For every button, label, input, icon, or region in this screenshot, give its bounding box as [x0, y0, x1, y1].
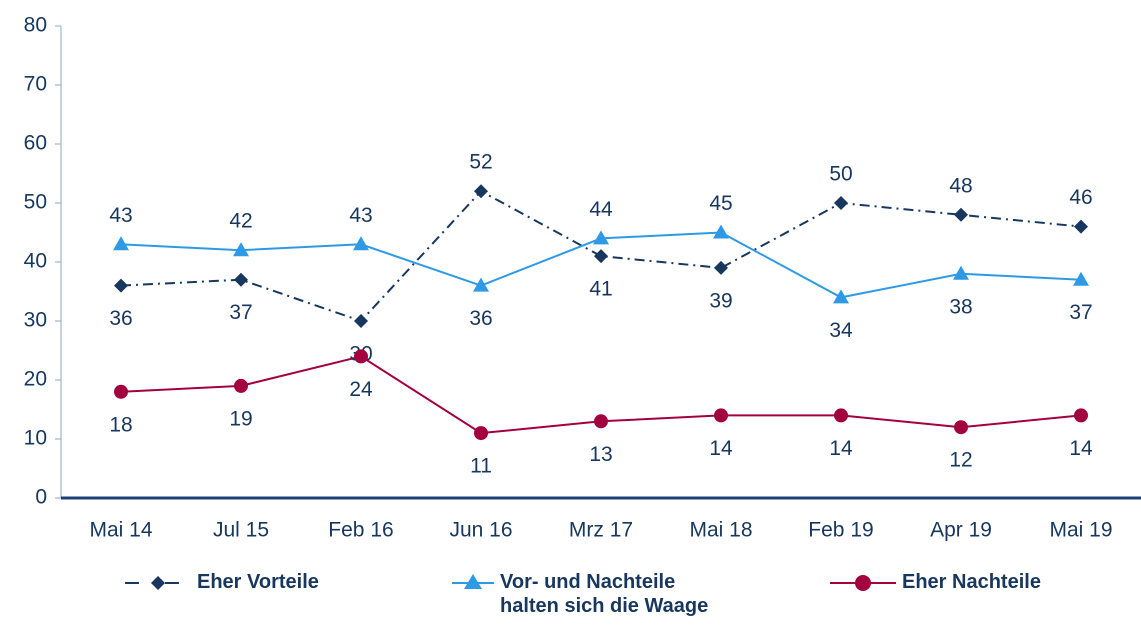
data-label: 24 [349, 378, 373, 401]
marker [234, 272, 248, 287]
marker [114, 384, 128, 399]
marker [474, 184, 488, 199]
y-tick-label: 0 [35, 486, 47, 509]
data-label: 44 [589, 198, 613, 221]
legend-marker [464, 574, 482, 589]
marker [593, 230, 609, 245]
data-label: 36 [469, 307, 492, 330]
legend-item: Eher Nachteile [830, 570, 1130, 594]
data-label: 50 [829, 163, 852, 186]
data-label: 37 [1069, 301, 1092, 324]
marker [594, 249, 608, 264]
data-label: 48 [949, 174, 972, 197]
data-label: 14 [1069, 437, 1093, 460]
marker [834, 408, 848, 423]
y-tick-label: 80 [24, 14, 47, 37]
x-tick-label: Mrz 17 [569, 519, 633, 542]
x-tick-label: Feb 19 [808, 519, 873, 542]
legend-item: Eher Vorteile [125, 570, 425, 594]
marker [354, 314, 368, 328]
data-label: 13 [589, 443, 612, 466]
legend-marker [855, 575, 871, 591]
marker [1073, 271, 1089, 286]
marker [1074, 219, 1088, 234]
marker [953, 265, 969, 280]
marker [834, 196, 848, 210]
marker [1074, 408, 1088, 423]
data-label: 41 [589, 278, 612, 301]
marker [473, 277, 489, 292]
data-label: 11 [470, 455, 492, 478]
y-tick-label: 70 [24, 73, 47, 96]
legend-symbol [452, 574, 494, 589]
data-label: 36 [109, 307, 132, 330]
chart: 0 10 20 30 40 50 60 70 80 Mai 14 Jul 15 Feb 16 Jun 1… [24, 14, 1141, 542]
marker [233, 242, 249, 257]
legend-label: Vor- und Nachteile halten sich die Waage [500, 571, 709, 617]
data-label: 52 [469, 151, 492, 174]
data-label: 14 [709, 437, 733, 460]
x-tick-label: Mai 19 [1049, 519, 1112, 542]
data-label: 19 [229, 407, 252, 430]
marker [954, 420, 968, 435]
legend-symbol [125, 576, 191, 590]
y-tick-label: 20 [24, 368, 47, 391]
data-label: 45 [709, 192, 732, 215]
marker [474, 426, 488, 441]
data-label: 39 [709, 289, 732, 312]
marker [714, 408, 728, 423]
x-tick-label: Mai 18 [689, 519, 752, 542]
x-tick-label: Jun 16 [449, 519, 512, 542]
data-label: 12 [949, 449, 972, 472]
data-label: 46 [1069, 186, 1092, 209]
data-label: 34 [829, 319, 853, 342]
legend-label: Eher Nachteile [902, 571, 1041, 593]
y-tick-label: 40 [24, 250, 47, 273]
data-label: 42 [229, 210, 252, 233]
data-label: 14 [829, 437, 853, 460]
x-tick-label: Mai 14 [89, 519, 152, 542]
marker [234, 378, 248, 393]
series-line [120, 189, 1082, 323]
marker [113, 236, 129, 251]
y-tick-label: 30 [24, 309, 47, 332]
y-tick-label: 60 [24, 132, 47, 155]
legend-label: Eher Vorteile [197, 571, 319, 593]
marker [594, 414, 608, 429]
x-tick-label: Feb 16 [328, 519, 393, 542]
data-label: 38 [949, 295, 972, 318]
y-tick-label: 10 [24, 427, 47, 450]
marker [714, 260, 728, 275]
data-label: 18 [109, 413, 132, 436]
x-tick-label: Jul 15 [213, 519, 269, 542]
legend-marker [151, 576, 165, 590]
marker [353, 236, 369, 251]
marker [114, 278, 128, 293]
marker [713, 224, 729, 239]
marker [954, 207, 968, 222]
data-label: 43 [349, 204, 372, 227]
legend-symbol [830, 575, 896, 591]
marker [354, 349, 368, 364]
marker [833, 289, 849, 304]
legend-item: Vor- und Nachteile halten sich die Waage [452, 570, 732, 618]
data-label: 37 [229, 301, 252, 324]
x-tick-label: Apr 19 [930, 519, 992, 542]
data-label: 43 [109, 204, 132, 227]
y-tick-label: 50 [24, 191, 47, 214]
